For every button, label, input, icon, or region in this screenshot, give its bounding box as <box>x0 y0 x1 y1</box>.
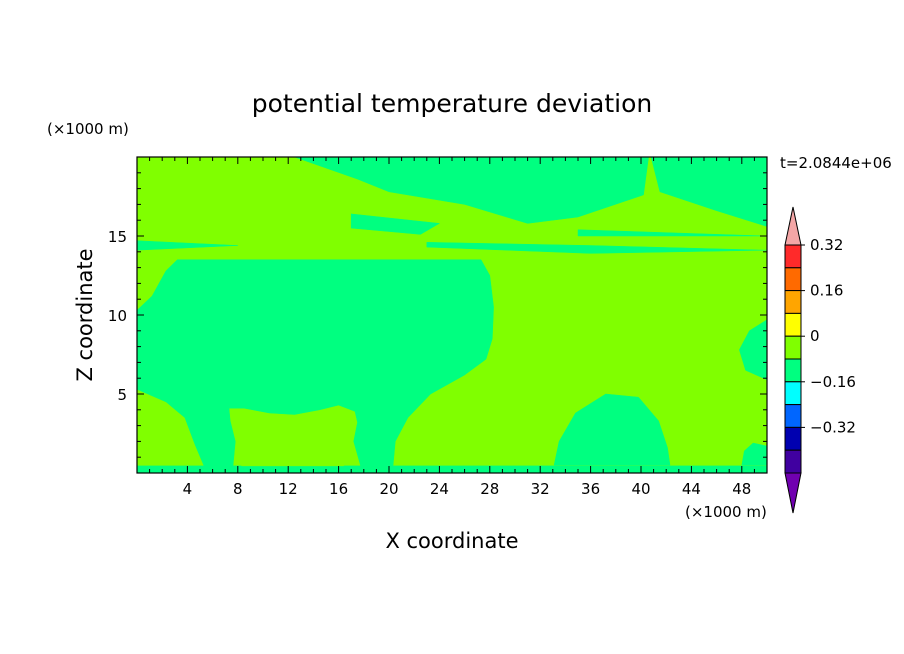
x-tick-label: 32 <box>531 480 550 498</box>
x-tick-label: 44 <box>682 480 701 498</box>
colorbar-swatch <box>784 290 802 314</box>
x-tick-label: 36 <box>581 480 600 498</box>
colorbar-swatch <box>784 312 802 337</box>
colorbar-top-triangle <box>784 206 802 246</box>
x-tick-label: 8 <box>233 480 243 498</box>
chart-title: potential temperature deviation <box>252 89 652 118</box>
contour-region-3 <box>350 213 441 235</box>
colorbar-label: −0.32 <box>810 418 856 436</box>
x-tick-label: 28 <box>480 480 499 498</box>
colorbar-swatch <box>784 449 802 474</box>
y-axis-label: Z coordinate <box>73 248 97 381</box>
colorbar-swatch <box>784 404 802 428</box>
colorbar-swatch <box>784 335 802 360</box>
x-tick-label: 48 <box>732 480 751 498</box>
y-axis-unit: (×1000 m) <box>47 120 129 138</box>
contour-patch-0 <box>238 430 349 467</box>
contour-region-10 <box>741 442 768 466</box>
y-tick-label: 15 <box>108 228 127 246</box>
x-tick-label: 24 <box>430 480 449 498</box>
y-tick-label: 10 <box>108 307 127 325</box>
colorbar-swatch <box>784 267 802 292</box>
colorbar-label: 0 <box>810 327 820 345</box>
x-tick-label: 12 <box>279 480 298 498</box>
colorbar-label: 0.16 <box>810 282 843 300</box>
contour-fills <box>136 156 768 474</box>
x-tick-label: 16 <box>329 480 348 498</box>
y-tick-label: 5 <box>117 386 127 404</box>
contour-region-1 <box>294 156 649 224</box>
contour-region-5 <box>426 242 768 254</box>
x-tick-label: 40 <box>631 480 650 498</box>
x-axis-label: X coordinate <box>385 529 518 553</box>
colorbar-bottom-triangle <box>784 472 802 514</box>
colorbar-label: −0.16 <box>810 373 856 391</box>
x-tick-label: 20 <box>379 480 398 498</box>
contour-region-8 <box>553 393 671 466</box>
time-label: t=2.0844e+06 <box>780 154 892 172</box>
x-axis-unit: (×1000 m) <box>685 503 767 521</box>
contour-region-6 <box>577 229 768 237</box>
colorbar-label: 0.32 <box>810 236 843 254</box>
colorbar-swatch <box>784 358 802 383</box>
colorbar-swatch <box>784 381 802 406</box>
x-tick-label: 4 <box>183 480 193 498</box>
colorbar-swatch <box>784 244 802 269</box>
colorbar-swatch <box>784 426 802 451</box>
colorbar: 0.32 0.16 0 −0.16 −0.32 <box>784 206 856 514</box>
